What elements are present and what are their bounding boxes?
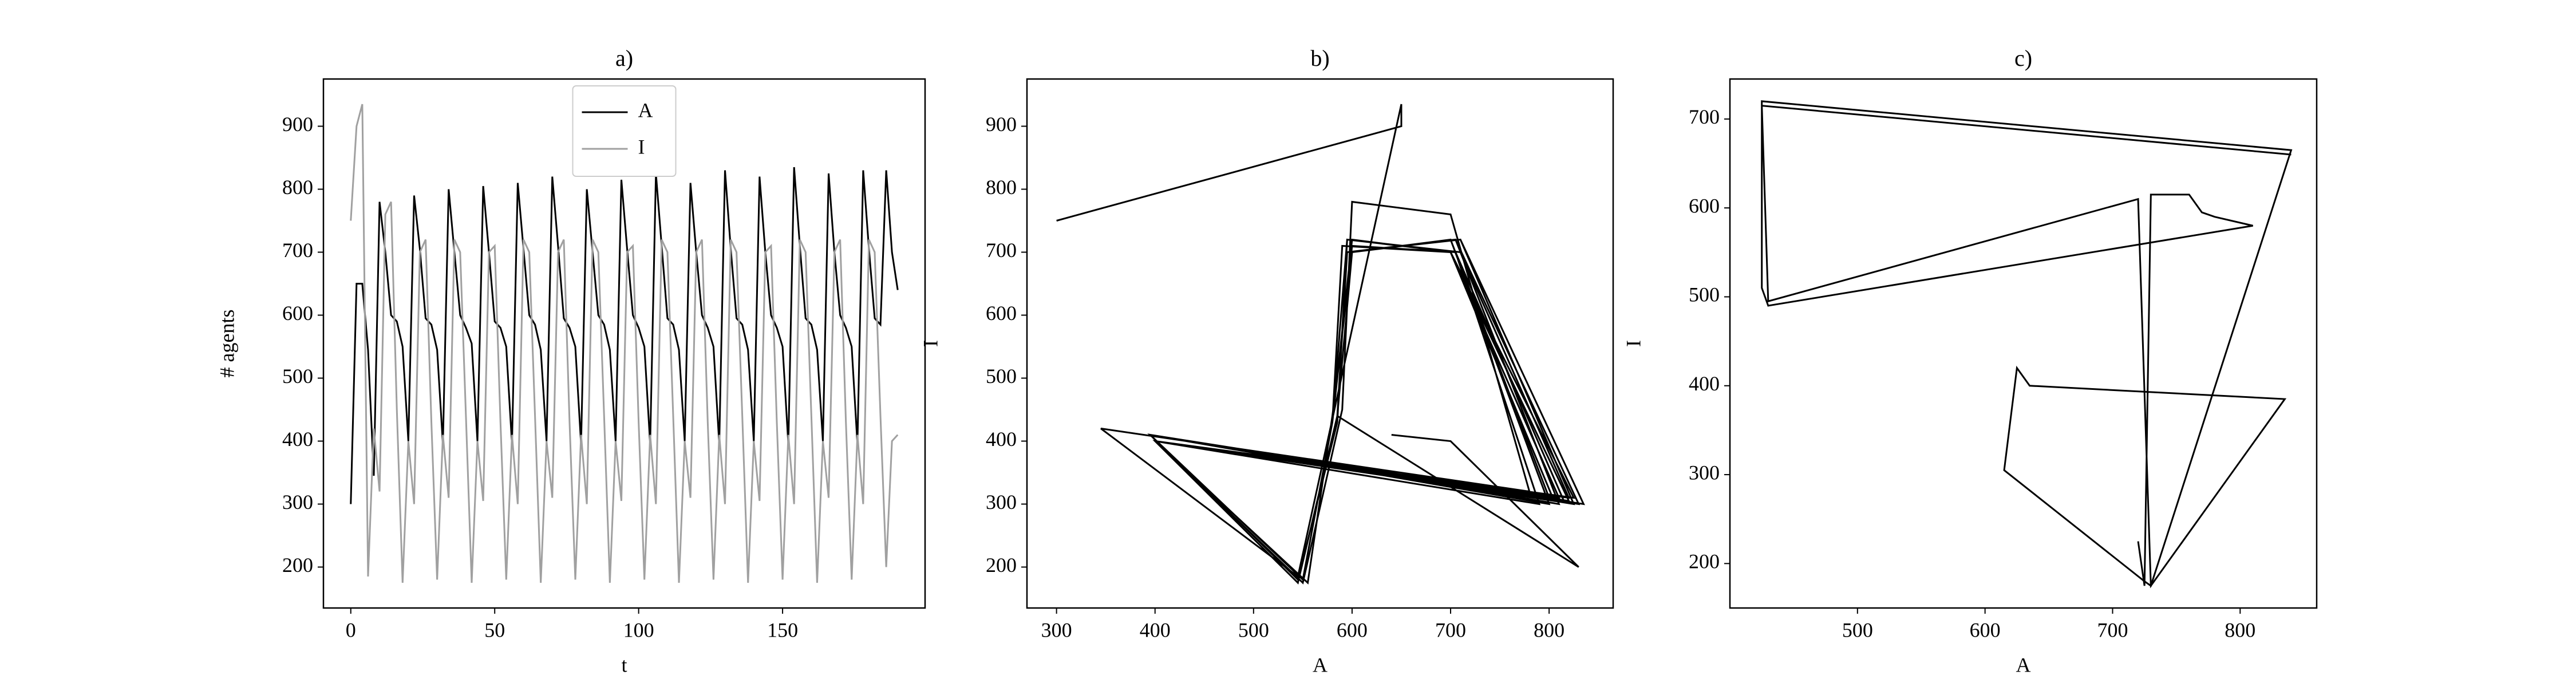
data-line [350, 167, 899, 504]
x-tick-label: 600 [1970, 618, 2001, 641]
legend-label: I [638, 135, 645, 158]
y-tick-label: 800 [986, 176, 1017, 199]
y-axis-label: I [919, 340, 942, 347]
x-tick-label: 50 [484, 618, 505, 641]
x-axis-label: A [2016, 653, 2031, 676]
axes-frame [1729, 78, 2318, 609]
y-tick-label: 300 [282, 491, 313, 514]
y-tick-label: 300 [1689, 461, 1720, 484]
y-tick-label: 700 [1689, 105, 1720, 128]
y-tick-label: 600 [282, 302, 313, 325]
y-tick-label: 400 [986, 428, 1017, 451]
data-line [350, 104, 899, 583]
x-axis-label: A [1313, 653, 1327, 676]
y-tick-label: 400 [282, 428, 313, 451]
x-tick-label: 700 [2097, 618, 2128, 641]
y-tick-label: 500 [986, 365, 1017, 388]
axes-frame [322, 78, 926, 609]
y-tick-label: 200 [986, 554, 1017, 577]
y-tick-label: 800 [282, 176, 313, 199]
y-tick-label: 900 [986, 113, 1017, 136]
x-tick-label: 0 [346, 618, 356, 641]
y-axis-label: # agents [215, 310, 238, 378]
y-tick-label: 900 [282, 113, 313, 136]
y-tick-label: 700 [282, 239, 313, 262]
panel-title: b) [1310, 45, 1329, 71]
x-tick-label: 100 [623, 618, 654, 641]
legend-label: A [638, 98, 653, 121]
y-tick-label: 300 [986, 491, 1017, 514]
panel-title: c) [2014, 45, 2032, 71]
phase-line [1056, 104, 1585, 585]
y-tick-label: 500 [282, 365, 313, 388]
panel-title: a) [615, 45, 633, 71]
y-axis-label: I [1622, 340, 1645, 347]
legend-box [572, 85, 677, 177]
x-tick-label: 150 [767, 618, 798, 641]
x-tick-label: 800 [1534, 618, 1564, 641]
x-tick-label: 700 [1435, 618, 1466, 641]
y-tick-label: 600 [1689, 194, 1720, 217]
data-line [1761, 100, 2293, 589]
x-tick-label: 300 [1041, 618, 1072, 641]
x-tick-label: 600 [1337, 618, 1368, 641]
panel: b) A I 300 400 500 600 700 800 200 300 400 500 600 700… [919, 45, 1614, 676]
y-tick-label: 400 [1689, 372, 1720, 395]
axes-frame [1026, 78, 1614, 609]
x-tick-label: 500 [1238, 618, 1269, 641]
y-tick-label: 600 [986, 302, 1017, 325]
panel: c) A I 500 600 700 800 200 300 400 500 600 700 [1622, 45, 2318, 676]
x-tick-label: 800 [2225, 618, 2255, 641]
y-tick-label: 700 [986, 239, 1017, 262]
y-tick-label: 200 [1689, 550, 1720, 573]
x-tick-label: 400 [1140, 618, 1171, 641]
y-tick-label: 200 [282, 554, 313, 577]
x-axis-label: t [621, 653, 627, 676]
panel: a) t # agents 0 50 100 150 200 300 400 500 600 700 80… [215, 45, 926, 676]
x-tick-label: 500 [1842, 618, 1873, 641]
y-tick-label: 500 [1689, 283, 1720, 306]
